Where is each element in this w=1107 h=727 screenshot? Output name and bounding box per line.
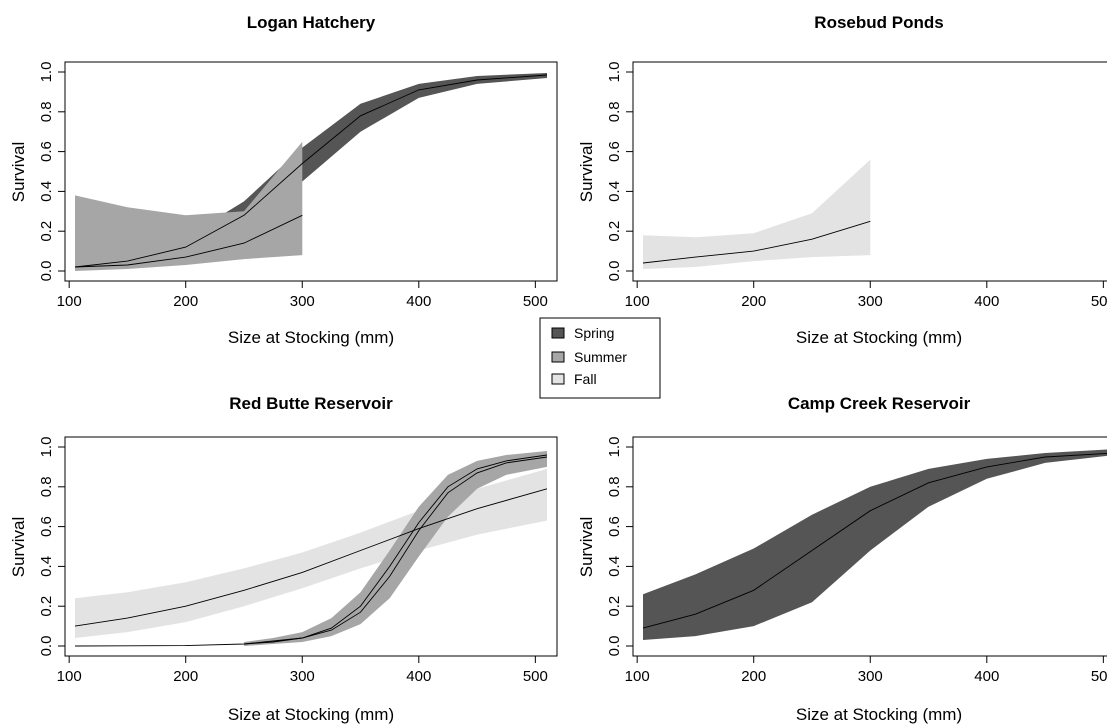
x-tick-label: 200: [173, 293, 198, 310]
legend-label: Fall: [574, 371, 597, 387]
fit-lines: [74, 74, 548, 268]
fit-line-fall: [642, 220, 871, 264]
y-tick-label: 0.6: [606, 141, 623, 162]
y-tick-label: 0.4: [606, 181, 623, 202]
x-axis: 100 200 300 400 500: [625, 655, 1107, 685]
y-tick-label: 1.0: [38, 437, 55, 458]
x-tick-label: 300: [858, 668, 883, 685]
confidence-bands: [75, 73, 547, 271]
confidence-band-spring: [643, 449, 1107, 640]
fit-line-spring: [74, 74, 548, 268]
x-tick-label: 300: [858, 293, 883, 310]
x-tick-label: 100: [57, 668, 82, 685]
x-tick-label: 400: [974, 668, 999, 685]
fit-lines: [642, 453, 1107, 629]
x-tick-label: 200: [173, 668, 198, 685]
confidence-bands: [643, 159, 871, 269]
y-axis: 0.0 0.2 0.4 0.6 0.8 1.0: [606, 437, 634, 657]
panel-title: Logan Hatchery: [247, 13, 376, 32]
panel-title: Camp Creek Reservoir: [788, 394, 971, 413]
x-axis-label: Size at Stocking (mm): [796, 705, 962, 724]
legend-swatch: [551, 351, 565, 363]
y-tick-label: 0.2: [38, 221, 55, 242]
legend-swatch: [551, 327, 565, 339]
y-tick-label: 0.6: [606, 516, 623, 537]
y-axis-label: Survival: [577, 517, 596, 577]
y-tick-label: 0.8: [38, 476, 55, 497]
y-tick-label: 0.8: [606, 476, 623, 497]
y-axis-label: Survival: [577, 142, 596, 202]
x-tick-label: 300: [290, 668, 315, 685]
x-axis: 100 200 300 400 500: [57, 655, 548, 685]
confidence-band-summer: [244, 451, 547, 646]
y-tick-label: 0.0: [606, 636, 623, 657]
fit-line-fall: [74, 488, 548, 627]
y-tick-label: 0.8: [606, 101, 623, 122]
x-tick-label: 500: [523, 668, 548, 685]
y-axis: 0.0 0.2 0.4 0.6 0.8 1.0: [38, 437, 66, 657]
x-tick-label: 400: [406, 668, 431, 685]
x-tick-label: 500: [1091, 668, 1107, 685]
x-tick-label: 100: [57, 293, 82, 310]
legend-swatch: [551, 373, 565, 385]
panel-title: Red Butte Reservoir: [229, 394, 393, 413]
fit-line-spring: [74, 454, 548, 647]
legend-item-fall: Fall: [551, 371, 597, 387]
panel-camp-creek-reservoir: Camp Creek Reservoir 100 200 300 400 500 0.0…: [577, 394, 1107, 724]
y-axis: 0.0 0.2 0.4 0.6 0.8 1.0: [606, 62, 634, 282]
fit-line-spring: [642, 453, 1107, 629]
y-tick-label: 0.0: [38, 636, 55, 657]
x-tick-label: 300: [290, 293, 315, 310]
y-tick-label: 1.0: [38, 62, 55, 83]
y-tick-label: 0.6: [38, 141, 55, 162]
legend: Spring Summer Fall: [539, 317, 661, 399]
confidence-band-fall: [75, 468, 547, 638]
y-axis: 0.0 0.2 0.4 0.6 0.8 1.0: [38, 62, 66, 282]
panel-red-butte-reservoir: Red Butte Reservoir 100 200 300 400 500 0.00…: [9, 394, 558, 724]
fit-lines: [642, 220, 871, 264]
x-tick-label: 400: [406, 293, 431, 310]
x-axis: 100 200 300 400 500: [57, 280, 548, 310]
fit-lines: [74, 454, 548, 647]
fit-line-summer: [74, 214, 303, 268]
y-tick-label: 0.0: [606, 261, 623, 282]
x-axis: 100 200 300 400 500: [625, 280, 1107, 310]
confidence-band-spring: [75, 73, 547, 269]
y-tick-label: 0.4: [38, 181, 55, 202]
x-tick-label: 100: [625, 293, 650, 310]
y-tick-label: 0.4: [606, 556, 623, 577]
y-tick-label: 0.2: [606, 596, 623, 617]
y-tick-label: 0.2: [38, 596, 55, 617]
x-tick-label: 400: [974, 293, 999, 310]
legend-item-summer: Summer: [551, 349, 627, 365]
y-tick-label: 0.2: [606, 221, 623, 242]
confidence-band-fall: [643, 159, 871, 269]
y-tick-label: 0.4: [38, 556, 55, 577]
x-tick-label: 200: [741, 668, 766, 685]
legend-item-spring: Spring: [551, 325, 614, 341]
panel-logan-hatchery: Logan Hatchery 100 200 300 400 500 0.0 0.2 0.4…: [9, 13, 558, 347]
y-axis-label: Survival: [9, 517, 28, 577]
confidence-bands: [75, 451, 547, 646]
y-tick-label: 1.0: [606, 62, 623, 83]
panel-title: Rosebud Ponds: [814, 13, 943, 32]
confidence-band-summer: [75, 141, 303, 271]
x-axis-label: Size at Stocking (mm): [228, 328, 394, 347]
y-tick-label: 0.0: [38, 261, 55, 282]
x-tick-label: 500: [1091, 293, 1107, 310]
y-axis-label: Survival: [9, 142, 28, 202]
y-tick-label: 0.6: [38, 516, 55, 537]
x-axis-label: Size at Stocking (mm): [228, 705, 394, 724]
x-tick-label: 100: [625, 668, 650, 685]
y-tick-label: 1.0: [606, 437, 623, 458]
x-axis-label: Size at Stocking (mm): [796, 328, 962, 347]
legend-label: Spring: [574, 325, 614, 341]
confidence-bands: [643, 449, 1107, 640]
y-tick-label: 0.8: [38, 101, 55, 122]
x-tick-label: 500: [523, 293, 548, 310]
x-tick-label: 200: [741, 293, 766, 310]
legend-label: Summer: [574, 349, 627, 365]
